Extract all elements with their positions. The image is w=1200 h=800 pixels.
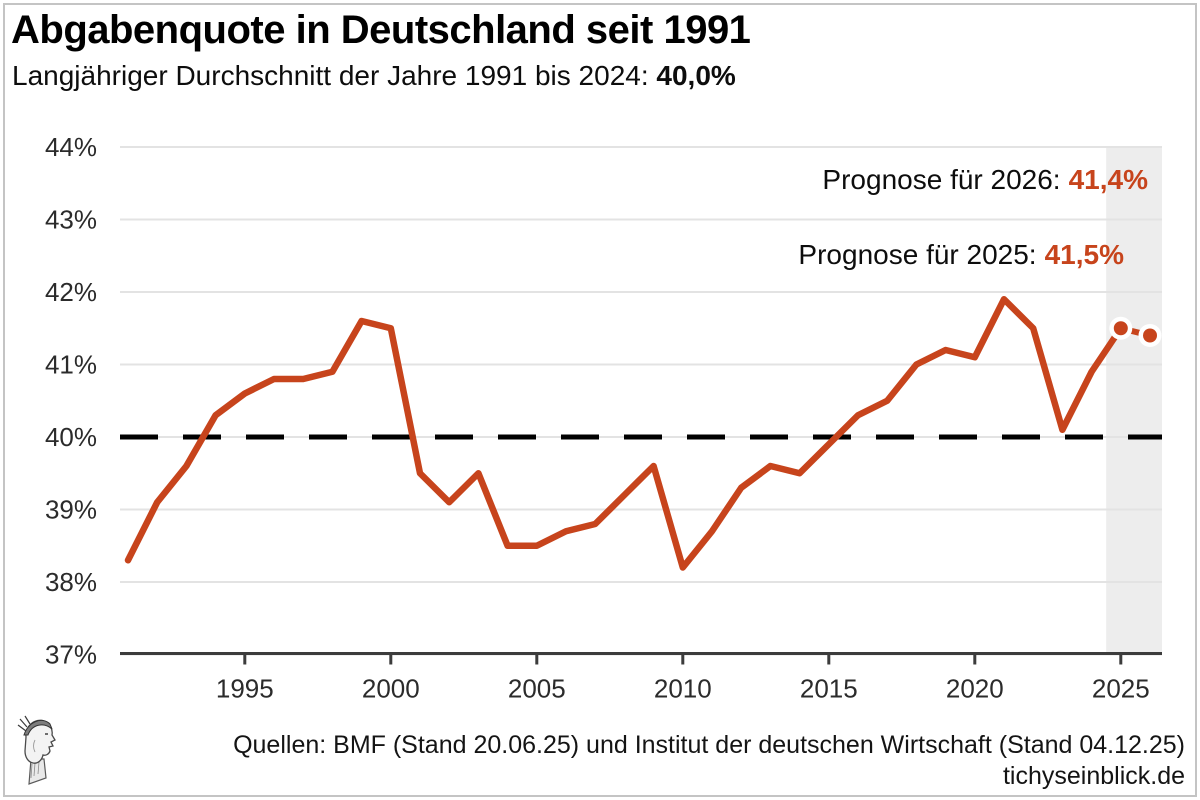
- page-title: Abgabenquote in Deutschland seit 1991: [11, 8, 751, 52]
- x-tick-label: 2015: [800, 674, 858, 704]
- y-tick-label: 38%: [45, 567, 97, 597]
- y-axis-labels: 37% 38% 39% 40% 41% 42% 43% 44%: [45, 132, 97, 670]
- forecast-points: [1109, 316, 1162, 347]
- forecast-2025-annotation: Prognose für 2025: 41,5%: [798, 239, 1124, 271]
- gridlines: [120, 146, 1162, 656]
- y-tick-label: 41%: [45, 350, 97, 380]
- forecast-dot: [1143, 328, 1157, 343]
- x-tick-label: 2000: [362, 674, 420, 704]
- tichys-einblick-logo: [15, 714, 61, 788]
- x-tick-label: 2005: [508, 674, 566, 704]
- forecast-2026-label: Prognose für 2026:: [822, 164, 1061, 195]
- y-tick-label: 40%: [45, 422, 97, 452]
- forecast-2025-value: 41,5%: [1044, 239, 1124, 270]
- data-line: [124, 296, 1125, 571]
- y-tick-label: 44%: [45, 132, 97, 162]
- hermes-head-woodcut-icon: [17, 715, 56, 785]
- sources-text: Quellen: BMF (Stand 20.06.25) und Instit…: [233, 731, 1185, 759]
- forecast-2026-annotation: Prognose für 2026: 41,4%: [822, 164, 1148, 196]
- x-axis: [120, 652, 1162, 665]
- forecast-dot: [1113, 321, 1128, 336]
- average-value: 40,0%: [656, 60, 736, 91]
- x-tick-label: 2025: [1092, 674, 1150, 704]
- y-tick-label: 37%: [45, 640, 97, 670]
- y-tick-label: 39%: [45, 495, 97, 525]
- x-tick-label: 1995: [216, 674, 274, 704]
- chart-subtitle: Langjähriger Durchschnitt der Jahre 1991…: [12, 60, 736, 92]
- x-axis-labels: 1995 2000 2005 2010 2015 2020 2025: [216, 674, 1150, 704]
- x-tick-label: 2010: [654, 674, 712, 704]
- subtitle-text: Langjähriger Durchschnitt der Jahre 1991…: [12, 60, 657, 91]
- y-tick-label: 42%: [45, 277, 97, 307]
- y-tick-label: 43%: [45, 205, 97, 235]
- website-text: tichyseinblick.de: [1002, 762, 1185, 790]
- forecast-2026-value: 41,4%: [1068, 164, 1148, 195]
- x-tick-label: 2020: [946, 674, 1004, 704]
- forecast-2025-label: Prognose für 2025:: [798, 239, 1037, 270]
- forecast-band: [1106, 147, 1162, 654]
